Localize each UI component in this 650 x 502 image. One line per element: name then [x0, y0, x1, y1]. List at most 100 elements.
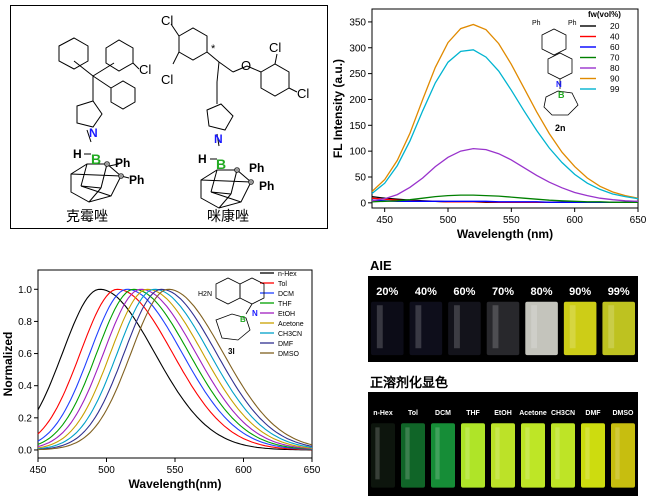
chlorine-label: Cl [139, 62, 151, 77]
legend-label-DMF: DMF [278, 341, 293, 348]
chemical-structures-drawing: Cl N H B Ph Ph 克霉唑 [58, 13, 309, 224]
y-axis-label: FL Intensity (a.u.) [332, 59, 345, 158]
x-tick-label: 600 [566, 215, 583, 226]
legend-label-20: 20 [610, 21, 620, 31]
solvatochromism-title: 正溶剂化显色 [370, 375, 449, 390]
y-tick-label: 250 [349, 69, 366, 80]
y-tick-label: 0 [360, 198, 366, 209]
series-line-THF [37, 288, 313, 450]
x-axis-label: Wavelength(nm) [129, 477, 222, 491]
normalized-chart: 450 500 550 600 650 0.0 0.2 0.4 0.6 0.8 1.0 Wavelen… [1, 262, 322, 497]
vial-label-1: Tol [408, 410, 418, 417]
vial-shine-5 [525, 427, 530, 480]
x-tick-label: 500 [440, 215, 457, 226]
series-line-DMSO [37, 288, 313, 451]
hydrogen-label: H [73, 147, 82, 161]
x-tick-label: 600 [235, 465, 252, 476]
legend-label-DCM: DCM [278, 291, 294, 298]
series-line-DMF [37, 288, 313, 450]
vial-5 [521, 423, 545, 488]
y-tick-label: 50 [355, 172, 367, 183]
inset-compound-label: 2n [555, 123, 566, 133]
x-axis-label: Wavelength (nm) [457, 227, 553, 241]
x-tick-label: 550 [503, 215, 520, 226]
x-tick-label: 550 [167, 465, 184, 476]
series-line-DCM [37, 288, 313, 450]
aie-vials: 20% 40% 60% 70% 80% 90% 99% [371, 286, 635, 356]
vial-label-5: 90% [569, 286, 591, 298]
fl-intensity-chart: 450 500 550 600 650 0 50 100 150 200 250 300 350 Wave… [331, 5, 648, 251]
series-line-99 [371, 49, 639, 200]
boron-label-right: B [216, 156, 226, 172]
series-line-Acetone [37, 288, 313, 449]
boron-label: B [91, 151, 101, 167]
vial-label-2: 60% [453, 286, 475, 298]
series-line-CH3CN [37, 288, 313, 450]
inset-n-label: N [252, 309, 258, 318]
y-tick-label: 0.8 [18, 317, 32, 328]
y-tick-label: 0.6 [18, 349, 32, 360]
miconazole-name: 咪康唑 [207, 208, 249, 224]
plot-frame [371, 8, 639, 209]
left-molecule [58, 37, 140, 203]
inset-compound-label: 3l [228, 347, 235, 356]
vial-2 [448, 301, 481, 356]
series-line-n-Hex [37, 288, 312, 451]
chlorine-label-top: Cl [161, 13, 173, 28]
inset-bond [245, 303, 253, 315]
legend-title: fw(vol%) [588, 10, 621, 19]
vial-6 [602, 301, 635, 356]
series-line-70 [371, 194, 638, 203]
inset-cage [543, 90, 579, 116]
vial-shine-1 [415, 305, 422, 349]
legend-label-EtOH: EtOH [278, 311, 295, 318]
y-tick-label: 100 [349, 147, 366, 158]
legend-label-80: 80 [610, 63, 620, 73]
vial-label-4: EtOH [494, 410, 512, 417]
vial-label-0: n-Hex [373, 410, 393, 417]
chlorine-label-para: Cl [297, 86, 309, 101]
vial-shine-5 [569, 305, 576, 349]
vial-shine-4 [495, 427, 500, 480]
vial-6 [551, 423, 575, 488]
y-tick-label: 0.2 [18, 413, 32, 424]
legend-label-70: 70 [610, 53, 620, 63]
vial-label-6: CH3CN [551, 410, 575, 417]
structures-panel: Cl N H B Ph Ph 克霉唑 [10, 5, 328, 229]
inset-b-label: B [558, 90, 565, 100]
vial-shine-6 [608, 305, 615, 349]
hydrogen-label-right: H [198, 152, 207, 166]
series-line-90 [371, 23, 639, 199]
vial-shine-4 [531, 305, 538, 349]
phenyl-label-1: Ph [115, 156, 130, 170]
series-line-EtOH [37, 288, 313, 450]
vial-shine-7 [585, 427, 590, 480]
vial-3 [461, 423, 485, 488]
y-tick-label: 0.0 [18, 445, 32, 456]
x-tick-label: 500 [98, 465, 115, 476]
vial-shine-0 [376, 305, 383, 349]
vial-label-3: 70% [492, 286, 514, 298]
x-tick-label: 450 [30, 465, 47, 476]
vial-label-4: 80% [531, 286, 553, 298]
aie-photo: 20% 40% 60% 70% 80% 90% 99% [368, 276, 638, 362]
series-line-80 [371, 147, 639, 202]
vial-label-0: 20% [376, 286, 398, 298]
vial-label-6: 99% [608, 286, 630, 298]
vial-shine-3 [465, 427, 470, 480]
x-tick-label: 450 [376, 215, 393, 226]
x-tick-label: 650 [630, 215, 647, 226]
vial-shine-2 [454, 305, 460, 349]
nitrogen-label: N [89, 126, 98, 140]
vial-shine-1 [405, 427, 410, 480]
y-axis-label: Normalized [2, 332, 15, 397]
normalized-svg: 450 500 550 600 650 0.0 0.2 0.4 0.6 0.8 1.0 Wavelen… [1, 269, 321, 491]
vial-label-5: Acetone [519, 410, 547, 417]
vial-label-8: DMSO [613, 410, 635, 417]
vial-label-3: THF [466, 410, 480, 417]
vial-shine-3 [492, 305, 499, 349]
vial-1 [401, 423, 425, 488]
aie-title: AIE [370, 258, 392, 273]
x-tick-label: 650 [304, 465, 321, 476]
inset-ring-1 [215, 277, 241, 305]
